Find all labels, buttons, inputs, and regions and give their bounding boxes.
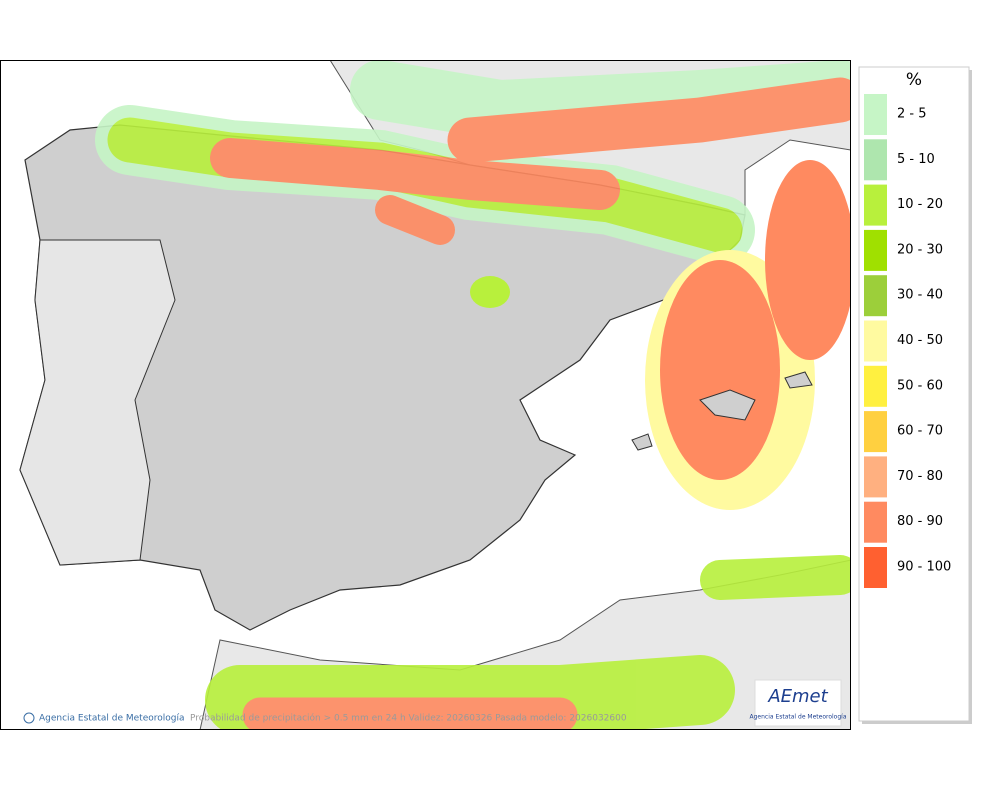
map-frame xyxy=(0,60,851,730)
legend-title: % xyxy=(906,70,922,90)
legend-label: 70 - 80 xyxy=(897,469,943,484)
legend-label: 60 - 70 xyxy=(897,424,943,439)
caption: Probabilidad de precipitación > 0.5 mm e… xyxy=(190,713,627,724)
legend-label: 30 - 40 xyxy=(897,288,943,303)
credit: Agencia Estatal de Meteorología xyxy=(39,714,185,724)
logo-box xyxy=(754,679,842,727)
legend-label: 80 - 90 xyxy=(897,514,943,529)
legend-swatch xyxy=(864,411,887,453)
legend-label: 20 - 30 xyxy=(897,242,943,257)
legend-label: 5 - 10 xyxy=(897,152,935,167)
legend-label: 40 - 50 xyxy=(897,333,943,348)
legend-swatch xyxy=(864,320,887,362)
logo-subtitle: Agencia Estatal de Meteorología xyxy=(750,714,847,721)
legend-swatch xyxy=(864,139,887,181)
legend-swatch xyxy=(864,501,887,543)
map xyxy=(1,61,850,729)
legend-swatch xyxy=(864,547,887,588)
legend-label: 90 - 100 xyxy=(897,560,951,575)
mallorca xyxy=(699,389,756,421)
precip-areas xyxy=(95,61,850,729)
legend-swatch xyxy=(864,456,887,498)
precip-area xyxy=(470,276,510,308)
logo: AEmet xyxy=(767,686,828,707)
precip-area xyxy=(765,160,850,360)
legend-label: 2 - 5 xyxy=(897,107,927,122)
precip-area xyxy=(660,260,780,480)
portugal xyxy=(19,239,176,566)
legend-swatch xyxy=(864,229,887,271)
legend-items: 2 - 5 5 - 10 10 - 20 20 - 30 30 - 40 40 - 50 5… xyxy=(864,94,951,588)
legend-swatch xyxy=(864,184,887,226)
legend-swatch xyxy=(864,94,887,135)
legend-label: 10 - 20 xyxy=(897,197,943,212)
menorca xyxy=(784,371,813,389)
ibiza xyxy=(631,433,653,451)
legend-label: 50 - 60 xyxy=(897,378,943,393)
legend-swatch xyxy=(864,365,887,407)
legend-swatch xyxy=(864,275,887,317)
copyright-icon xyxy=(23,712,35,724)
